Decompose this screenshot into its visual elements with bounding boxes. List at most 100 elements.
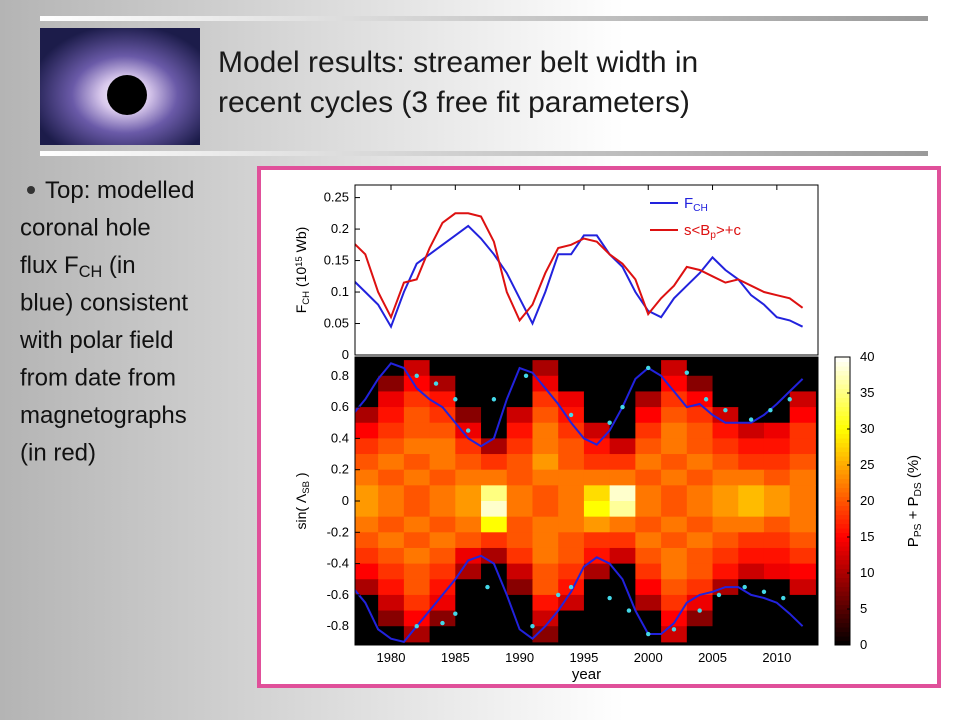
heatmap-cell (661, 469, 688, 486)
heatmap-cell (661, 438, 688, 455)
y-tick-label: 0 (342, 347, 349, 362)
heatmap-cell (429, 563, 456, 580)
heatmap-cell (429, 579, 456, 596)
heatmap-cell (583, 516, 611, 533)
boundary-point (414, 373, 419, 378)
x-tick-label: 1980 (377, 650, 406, 665)
legend-label: s<Bp>+c (684, 222, 741, 241)
heatmap-cell (763, 516, 791, 533)
heatmap-cell (583, 391, 611, 408)
legend-label: FCH (684, 195, 708, 214)
heatmap-cell (661, 626, 688, 643)
heatmap-cell (635, 532, 662, 549)
colorbar-step (835, 519, 850, 524)
heatmap-cell (558, 438, 585, 455)
boundary-point (646, 631, 651, 637)
colorbar-step (835, 424, 850, 430)
colorbar-tick-label: 35 (860, 385, 874, 400)
heatmap-cell (789, 594, 816, 612)
heatmap-cell (429, 547, 456, 565)
heatmap-cell (789, 454, 816, 471)
eclipse-image (40, 28, 200, 145)
heatmap-cell (609, 563, 636, 580)
colorbar-step (835, 609, 850, 614)
heatmap-cell (506, 501, 533, 518)
heatmap-cell (403, 391, 431, 408)
heatmap-cell (429, 485, 456, 502)
heatmap-cell (738, 626, 765, 643)
boundary-point (768, 408, 773, 413)
heatmap-cell (455, 375, 482, 392)
boundary-point (530, 624, 535, 629)
axes-box (354, 184, 819, 356)
heatmap-cell (403, 594, 431, 612)
heatmap-cell (506, 422, 533, 439)
colorbar-step (835, 415, 850, 421)
boundary-point (607, 420, 612, 425)
heatmap-cell (712, 438, 739, 455)
heatmap-cell (712, 360, 739, 377)
heatmap-cell (661, 485, 688, 502)
heatmap-cell (583, 422, 611, 439)
heatmap-cell (763, 360, 791, 377)
boundary-point (453, 611, 458, 616)
heatmap-cell (789, 407, 816, 424)
heatmap-cell (506, 454, 533, 471)
colorbar-step (835, 361, 850, 367)
heatmap-cell (506, 485, 533, 502)
heatmap-cell (712, 485, 739, 502)
heatmap-cell (355, 501, 379, 518)
heatmap-cell (712, 375, 739, 392)
boundary-point (684, 370, 690, 375)
heatmap-cell (661, 375, 688, 392)
heatmap-cell (378, 626, 405, 643)
heatmap-cell (506, 438, 533, 455)
boundary-point (523, 373, 529, 378)
heatmap-cell (378, 594, 405, 612)
colorbar-step (835, 366, 850, 371)
legend-label-part: F (684, 195, 693, 212)
heatmap-cell (532, 610, 559, 627)
heatmap-cell (403, 360, 431, 377)
heatmap-cell (506, 547, 533, 565)
heatmap-cell (429, 360, 456, 377)
colorbar-step (835, 550, 850, 556)
heatmap-cell (583, 454, 611, 471)
heatmap-cell (558, 516, 585, 533)
y-axis-label-part: SB (301, 481, 312, 494)
bullet-text: blue) consistent (20, 290, 188, 317)
heatmap-cell (635, 407, 662, 424)
boundary-line (355, 554, 804, 644)
y-tick-label: 0.2 (331, 221, 349, 236)
heatmap-cell (609, 501, 636, 518)
heatmap-cell (506, 563, 533, 580)
heatmap-cell (455, 547, 482, 565)
y-tick-label: -0.4 (327, 556, 349, 571)
heatmap-cell (481, 532, 508, 549)
colorbar-step (835, 438, 850, 443)
bullet-text: (in red) (20, 440, 96, 467)
legend-label-part: >+c (716, 222, 742, 239)
colorbar-step (835, 537, 850, 542)
heatmap-cell (686, 485, 714, 502)
heatmap-cell (532, 501, 559, 518)
boundary-point (748, 417, 754, 422)
heatmap-cell (429, 610, 456, 627)
colorbar-step (835, 442, 850, 448)
heatmap-cell (686, 454, 714, 471)
bullet-text: coronal hole (20, 215, 151, 242)
heatmap-cell (661, 594, 688, 612)
heatmap-cell (403, 626, 431, 643)
heatmap-cell (455, 469, 482, 486)
heatmap-cell (532, 454, 559, 471)
x-axis-label: year (572, 666, 601, 683)
colorbar-step (835, 595, 850, 601)
heatmap-cell (738, 360, 765, 377)
heatmap-cell (532, 579, 559, 596)
heatmap-cell (789, 547, 816, 565)
heatmap-cell (403, 563, 431, 580)
heatmap-cell (403, 532, 431, 549)
colorbar-step (835, 523, 850, 529)
heatmap-cell (738, 594, 765, 612)
